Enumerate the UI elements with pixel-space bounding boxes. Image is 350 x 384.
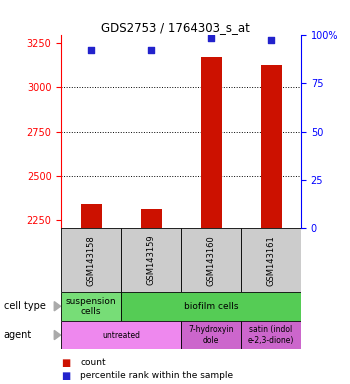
Text: untreated: untreated xyxy=(102,331,140,339)
Text: GDS2753 / 1764303_s_at: GDS2753 / 1764303_s_at xyxy=(100,21,250,34)
Text: GSM143161: GSM143161 xyxy=(267,235,275,286)
Point xyxy=(208,35,214,41)
Bar xyxy=(121,228,181,292)
Bar xyxy=(121,292,301,321)
Bar xyxy=(81,204,102,228)
Text: GSM143158: GSM143158 xyxy=(87,235,96,286)
Point xyxy=(148,47,154,53)
Text: satin (indol
e-2,3-dione): satin (indol e-2,3-dione) xyxy=(248,325,294,345)
Bar xyxy=(181,321,241,349)
Bar xyxy=(201,56,222,228)
Bar xyxy=(141,209,162,228)
Text: biofilm cells: biofilm cells xyxy=(184,302,238,311)
Text: 7-hydroxyin
dole: 7-hydroxyin dole xyxy=(188,325,234,345)
Point xyxy=(89,47,94,53)
Point xyxy=(268,37,274,43)
Bar xyxy=(241,228,301,292)
Text: cell type: cell type xyxy=(4,301,46,311)
Bar xyxy=(260,65,281,228)
Text: GSM143160: GSM143160 xyxy=(206,235,216,286)
Bar xyxy=(241,321,301,349)
Polygon shape xyxy=(54,302,61,311)
Bar xyxy=(61,228,121,292)
Bar xyxy=(61,321,181,349)
Bar xyxy=(61,292,121,321)
Text: count: count xyxy=(80,358,106,367)
Text: suspension
cells: suspension cells xyxy=(66,296,117,316)
Polygon shape xyxy=(54,330,61,339)
Text: ■: ■ xyxy=(61,358,70,368)
Text: GSM143159: GSM143159 xyxy=(147,235,156,285)
Text: ■: ■ xyxy=(61,371,70,381)
Text: agent: agent xyxy=(4,330,32,340)
Bar xyxy=(181,228,241,292)
Text: percentile rank within the sample: percentile rank within the sample xyxy=(80,371,234,380)
